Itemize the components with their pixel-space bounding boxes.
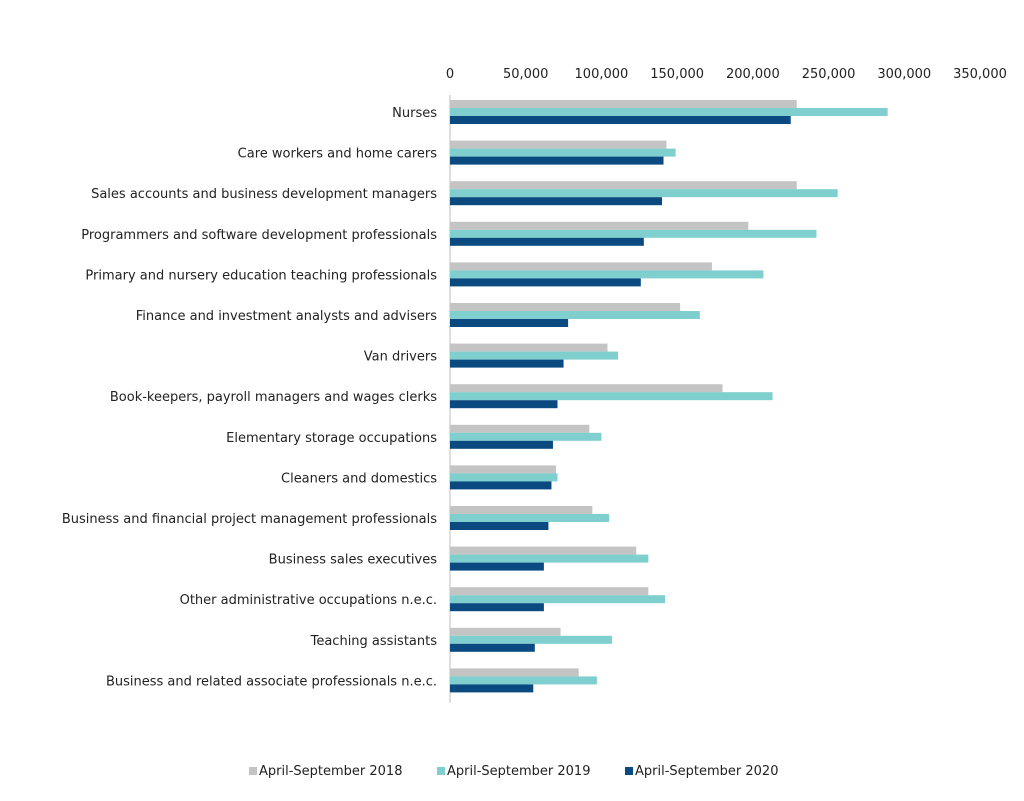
bar-2018 xyxy=(450,668,579,677)
bar-2019 xyxy=(450,676,597,685)
bar-2020 xyxy=(450,278,641,287)
bar-2018 xyxy=(450,546,637,555)
bar-2019 xyxy=(450,189,838,198)
bar-2018 xyxy=(450,627,561,636)
bar-2019 xyxy=(450,229,817,238)
bar-2019 xyxy=(450,311,700,319)
bar-2019 xyxy=(450,432,602,441)
x-tick-label: 0 xyxy=(446,67,454,82)
category-label: Finance and investment analysts and advi… xyxy=(136,309,437,324)
x-tick-label: 200,000 xyxy=(726,67,780,82)
bar-2018 xyxy=(450,140,667,149)
legend-swatch xyxy=(249,767,257,775)
x-tick-label: 350,000 xyxy=(953,67,1007,82)
bar-2019 xyxy=(450,351,619,360)
bar-2018 xyxy=(450,181,797,190)
bar-2018 xyxy=(450,506,593,514)
bar-2019 xyxy=(450,554,649,563)
bar-2020 xyxy=(450,481,552,490)
category-label: Nurses xyxy=(392,106,437,121)
category-labels: Nurses Care workers and home carers Sales … xyxy=(62,106,437,689)
category-label: Business sales executives xyxy=(269,553,438,568)
bar-2020 xyxy=(450,156,664,165)
bar-2018 xyxy=(450,424,590,433)
category-label: Primary and nursery education teaching p… xyxy=(85,268,437,283)
legend-label: April-September 2019 xyxy=(447,764,590,779)
bar-2019 xyxy=(450,595,666,604)
bar-2019 xyxy=(450,392,773,401)
category-label: Cleaners and domestics xyxy=(281,471,437,486)
x-tick-label: 50,000 xyxy=(503,67,549,82)
category-label: Book-keepers, payroll managers and wages… xyxy=(110,390,437,405)
x-tick-label: 300,000 xyxy=(877,67,931,82)
bar-2020 xyxy=(450,197,662,206)
legend-swatch xyxy=(625,767,633,775)
bar-2020 xyxy=(450,684,534,693)
bar-2019 xyxy=(450,635,613,644)
bar-2018 xyxy=(450,221,749,230)
bar-2019 xyxy=(450,514,609,522)
bar-2020 xyxy=(450,562,544,571)
bar-2018 xyxy=(450,262,712,271)
bar-2019 xyxy=(450,270,764,279)
bar-2019 xyxy=(450,108,888,116)
x-tick-label: 150,000 xyxy=(650,67,704,82)
legend-swatch xyxy=(437,767,445,775)
bar-2018 xyxy=(450,384,723,393)
bar-2020 xyxy=(450,116,791,124)
bar-2020 xyxy=(450,359,564,368)
bar-2018 xyxy=(450,587,649,596)
legend-label: April-September 2018 xyxy=(259,764,402,779)
category-label: Sales accounts and business development … xyxy=(91,187,437,202)
category-label: Other administrative occupations n.e.c. xyxy=(180,593,437,608)
bar-2020 xyxy=(450,522,549,530)
bar-2020 xyxy=(450,237,644,246)
bar-2018 xyxy=(450,465,556,474)
category-label: Business and related associate professio… xyxy=(106,674,437,689)
bar-2018 xyxy=(450,343,608,352)
bar-2020 xyxy=(450,440,553,449)
category-label: Business and financial project managemen… xyxy=(62,512,437,527)
category-label: Programmers and software development pro… xyxy=(81,228,437,243)
bar-2018 xyxy=(450,100,797,108)
category-label: Care workers and home carers xyxy=(238,147,438,162)
bar-2019 xyxy=(450,148,676,157)
bar-2018 xyxy=(450,303,681,311)
bar-2019 xyxy=(450,473,558,482)
x-tick-label: 250,000 xyxy=(802,67,856,82)
bar-2020 xyxy=(450,603,544,612)
category-label: Elementary storage occupations xyxy=(226,431,437,446)
bar-2020 xyxy=(450,400,558,409)
legend-label: April-September 2020 xyxy=(635,764,778,779)
x-tick-label: 100,000 xyxy=(575,67,629,82)
category-label: Teaching assistants xyxy=(310,634,438,649)
bar-2020 xyxy=(450,643,535,652)
legend: April-September 2018 April-September 2019… xyxy=(249,764,778,779)
bars-layer xyxy=(450,100,888,693)
category-label: Van drivers xyxy=(364,350,437,365)
bar-2020 xyxy=(450,319,569,327)
